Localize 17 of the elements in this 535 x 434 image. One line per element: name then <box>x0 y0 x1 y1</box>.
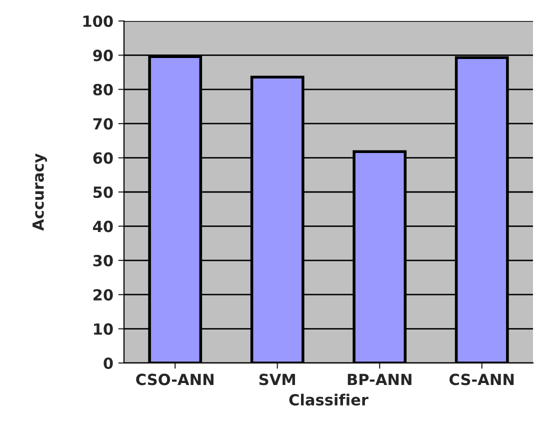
y-tick-label: 80 <box>93 84 113 96</box>
x-axis-title: Classifier <box>289 394 368 406</box>
y-tick-label: 40 <box>93 220 113 232</box>
y-axis-title: Accuracy <box>32 153 47 231</box>
y-tick-label: 20 <box>94 289 113 301</box>
y-tick-label: 60 <box>93 152 113 164</box>
y-tick-label: 50 <box>94 186 113 198</box>
y-tick-label: 10 <box>94 323 113 335</box>
x-tick-label: BP-ANN <box>348 374 412 386</box>
x-tick-label: CS-ANN <box>450 374 514 386</box>
x-tick-label: SVM <box>259 374 295 386</box>
x-tick-label: CSO-ANN <box>136 374 214 386</box>
y-tick-label: 70 <box>93 118 113 130</box>
y-tick-label: 100 <box>83 15 113 28</box>
y-tick-label: 90 <box>93 50 113 62</box>
y-tick-label: 30 <box>93 254 113 266</box>
y-tick-label: 0 <box>104 357 113 370</box>
